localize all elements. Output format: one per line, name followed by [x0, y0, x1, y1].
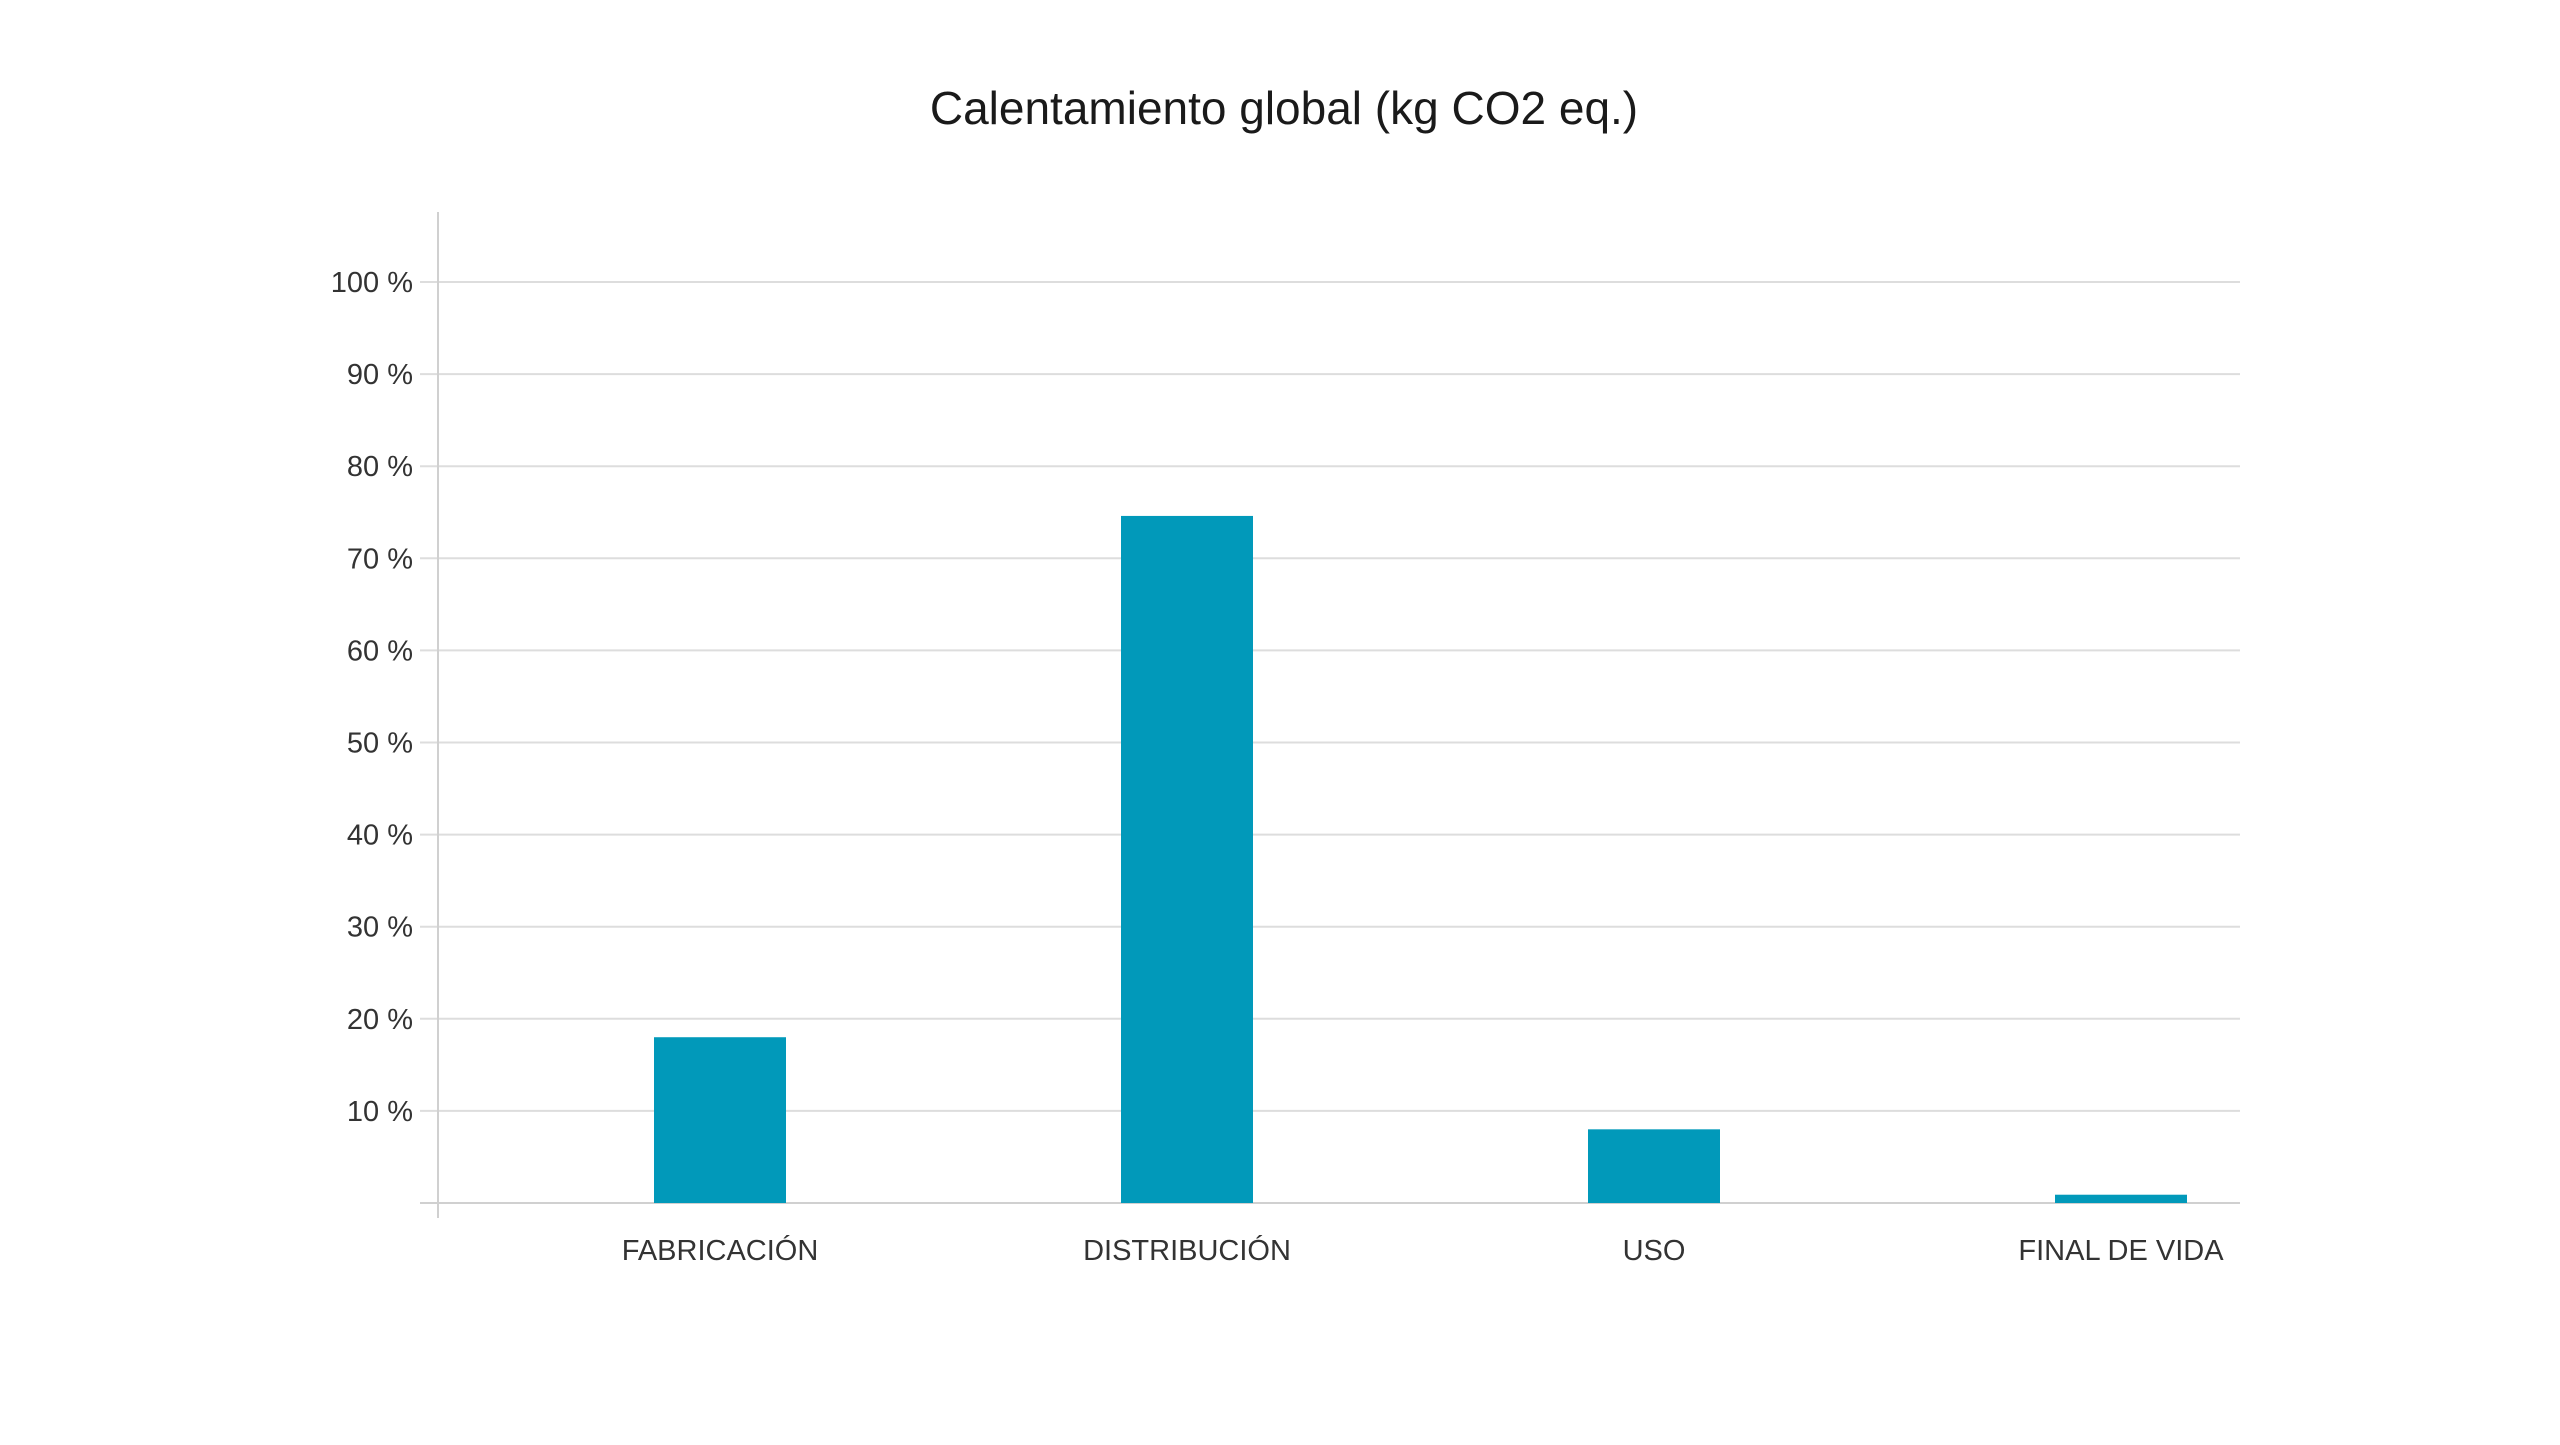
y-tick-label: 30 % [347, 912, 413, 944]
y-tick-labels: 10 % 20 % 30 % 40 % 50 % 60 % 70 % 80 % 90 % 100 … [331, 267, 413, 1128]
y-tick-label: 60 % [347, 635, 413, 667]
x-category-label: USO [1623, 1235, 1686, 1267]
chart-title: Calentamiento global (kg CO2 eq.) [930, 82, 1638, 134]
x-category-label: FINAL DE VIDA [2018, 1235, 2224, 1267]
y-tick-label: 70 % [347, 543, 413, 575]
y-tick-label: 50 % [347, 728, 413, 760]
bars [654, 515, 2187, 1203]
y-tick-label: 40 % [347, 820, 413, 852]
y-tick-label: 100 % [331, 267, 413, 299]
y-tick-label: 10 % [347, 1096, 413, 1128]
bar-fabricaci-n [654, 1037, 786, 1203]
x-category-label: DISTRIBUCIÓN [1083, 1234, 1291, 1267]
x-category-label: FABRICACIÓN [622, 1234, 819, 1267]
y-tick-label: 90 % [347, 359, 413, 391]
y-tick-label: 20 % [347, 1004, 413, 1036]
y-tick-label: 80 % [347, 451, 413, 483]
bar-distribuci-n [1121, 515, 1253, 1203]
x-category-labels: FABRICACIÓN DISTRIBUCIÓN USO FINAL DE VIDA [622, 1234, 2225, 1267]
bar-uso [1588, 1129, 1720, 1203]
bar-final-de-vida [2055, 1194, 2187, 1203]
gridlines [420, 281, 2240, 1112]
